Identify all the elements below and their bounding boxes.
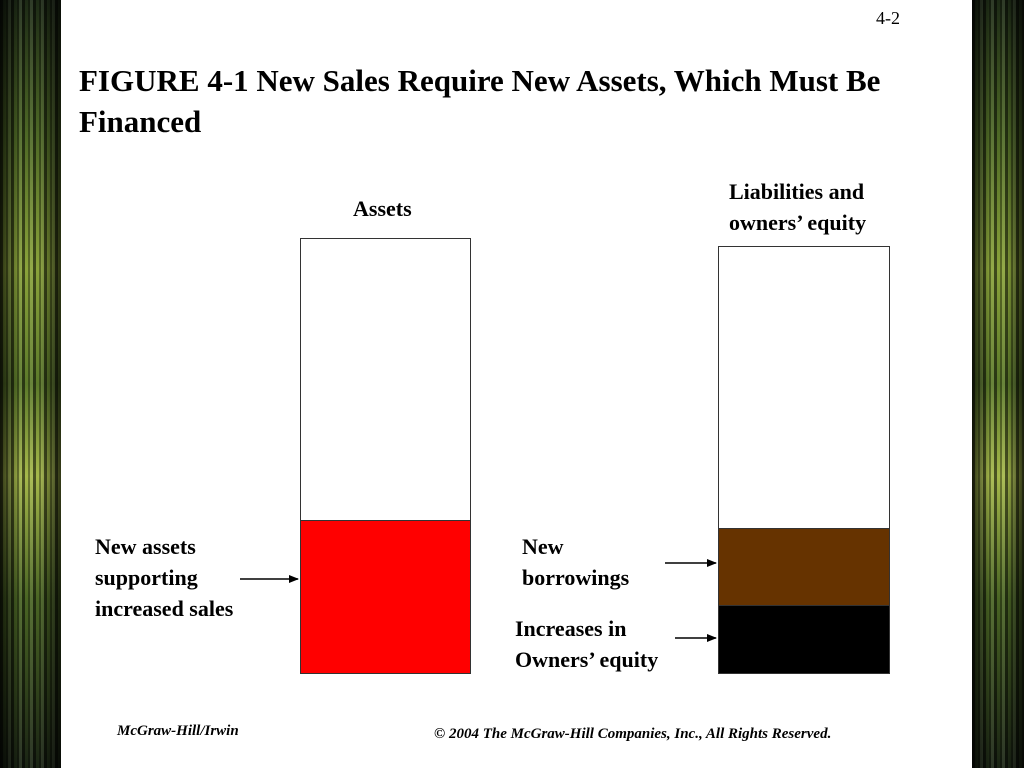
footer-publisher: McGraw-Hill/Irwin (117, 723, 239, 739)
footer-copyright: © 2004 The McGraw-Hill Companies, Inc., … (434, 726, 832, 742)
liabilities-existing-block (718, 246, 890, 529)
left-decorative-border (0, 0, 61, 768)
arrow-layer (240, 559, 717, 642)
liabilities-heading-line-2: owners’ equity (729, 210, 867, 235)
increases-equity-label-line-2: Owners’ equity (515, 647, 659, 672)
new-borrowings-label-line-1: New (522, 534, 564, 559)
slide-canvas: 4-2 FIGURE 4-1 New Sales Require New Ass… (61, 0, 972, 768)
increases-equity-label: Increases in Owners’ equity (515, 613, 658, 675)
right-decorative-border (972, 0, 1024, 768)
increases-equity-label-line-1: Increases in (515, 616, 627, 641)
new-borrowings-label: New borrowings (522, 531, 629, 593)
new-assets-label-line-2: supporting (95, 565, 198, 590)
new-assets-label-line-3: increased sales (95, 596, 234, 621)
new-borrowings-label-line-2: borrowings (522, 565, 630, 590)
new-assets-label: New assets supporting increased sales (95, 531, 233, 624)
assets-heading: Assets (353, 193, 412, 224)
owners-equity-increase-block (718, 605, 890, 674)
assets-heading-text: Assets (353, 196, 412, 221)
figure-title: FIGURE 4-1 New Sales Require New Assets,… (79, 63, 881, 139)
assets-new-block (300, 520, 471, 674)
liabilities-heading: Liabilities and owners’ equity (729, 176, 866, 238)
liabilities-heading-line-1: Liabilities and (729, 179, 865, 204)
assets-existing-block (300, 238, 471, 521)
page-number: 4-2 (876, 8, 900, 28)
new-assets-label-line-1: New assets (95, 534, 196, 559)
